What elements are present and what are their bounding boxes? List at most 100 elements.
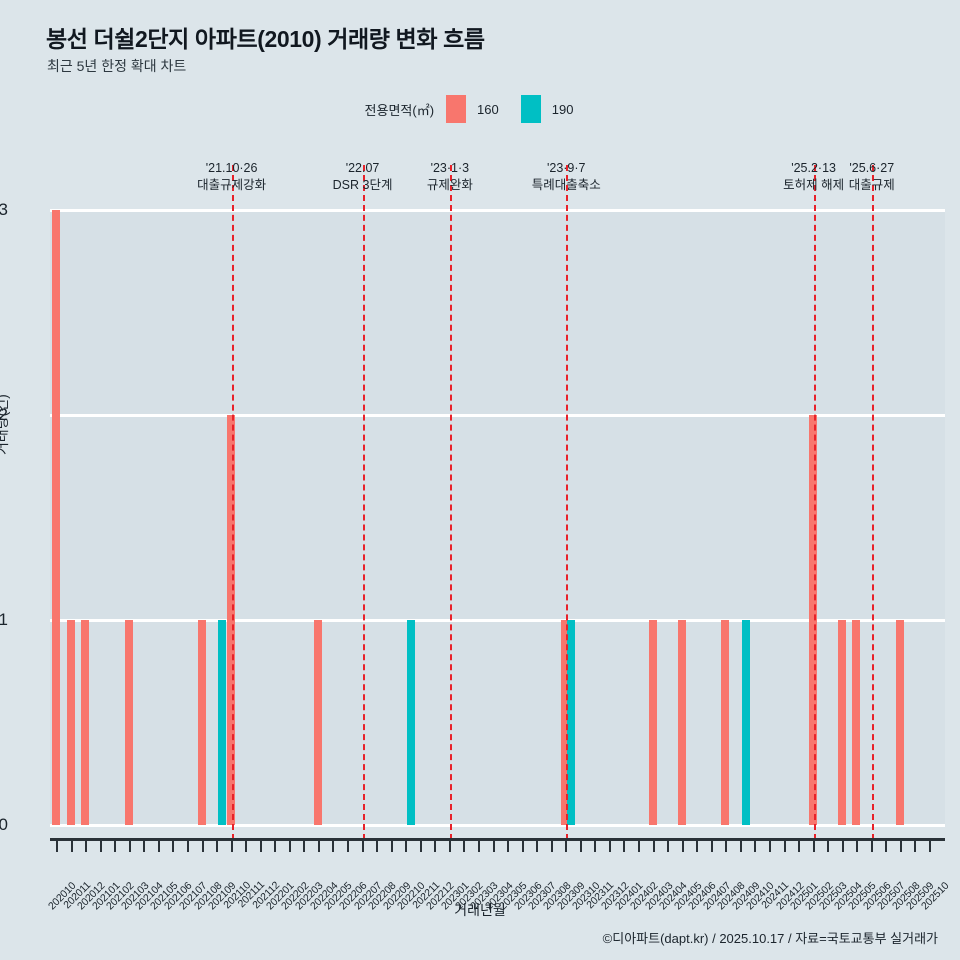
x-tick-202103 bbox=[128, 838, 131, 852]
x-tick-202207 bbox=[361, 838, 364, 852]
x-tick-202412 bbox=[783, 838, 786, 852]
x-tick-202403 bbox=[652, 838, 655, 852]
bar-160-202504[interactable] bbox=[837, 620, 846, 825]
x-tick-202010 bbox=[56, 838, 58, 852]
x-tick-202203 bbox=[303, 838, 306, 852]
x-tick-202501 bbox=[798, 838, 801, 852]
x-tick-202411 bbox=[768, 838, 771, 852]
gridline-y-3 bbox=[50, 208, 945, 212]
bar-160-202502[interactable] bbox=[808, 415, 817, 825]
x-tick-202407 bbox=[710, 838, 713, 852]
bar-160-202110[interactable] bbox=[226, 415, 235, 825]
annotation-event-3: 특례대출축소 bbox=[531, 178, 601, 192]
legend-item-190[interactable]: 190 bbox=[520, 95, 574, 123]
legend-title: 전용면적(㎡) bbox=[364, 102, 435, 118]
x-tick-202106 bbox=[172, 838, 175, 852]
x-tick-202208 bbox=[376, 838, 379, 852]
bar-190-202409[interactable] bbox=[742, 620, 751, 825]
x-tick-202211 bbox=[419, 838, 422, 852]
x-tick-202309 bbox=[565, 838, 568, 852]
x-tick-202206 bbox=[347, 838, 349, 852]
x-tick-202504 bbox=[841, 838, 844, 852]
bar-160-202010[interactable] bbox=[52, 210, 60, 825]
x-tick-202404 bbox=[667, 838, 670, 852]
x-tick-202308 bbox=[550, 838, 553, 852]
x-tick-202111 bbox=[245, 838, 248, 852]
x-tick-202310 bbox=[579, 838, 582, 852]
bar-160-202405[interactable] bbox=[677, 620, 686, 825]
annotation-date-4: '25.2·13 bbox=[791, 161, 836, 175]
x-axis-line bbox=[50, 838, 945, 841]
bar-160-202508[interactable] bbox=[895, 620, 904, 825]
x-tick-202101 bbox=[99, 838, 102, 852]
legend-label-190: 190 bbox=[551, 101, 574, 117]
annotation-line-5 bbox=[871, 165, 874, 840]
annotation-event-5: 대출규제 bbox=[848, 178, 895, 192]
annotation-line-1 bbox=[362, 165, 365, 840]
x-tick-202209 bbox=[390, 838, 393, 852]
x-tick-202505 bbox=[856, 838, 859, 852]
bar-160-202204[interactable] bbox=[313, 620, 322, 825]
x-tick-202405 bbox=[681, 838, 684, 852]
x-tick-202410 bbox=[754, 838, 757, 852]
annotation-label-1: '22.07 DSR 3단계 bbox=[333, 160, 393, 194]
x-tick-202303 bbox=[477, 838, 480, 852]
bar-160-202108[interactable] bbox=[197, 620, 206, 825]
gridline-y-1 bbox=[50, 618, 945, 622]
page-subtitle: 최근 5년 한정 확대 차트 bbox=[47, 58, 187, 74]
annotation-label-4: '25.2·13 토허제 해제 bbox=[783, 160, 844, 194]
legend-swatch-160 bbox=[446, 95, 467, 123]
bar-190-202210[interactable] bbox=[407, 620, 416, 825]
x-tick-202212 bbox=[434, 838, 437, 852]
x-tick-202401 bbox=[623, 838, 626, 852]
x-tick-202210 bbox=[405, 838, 408, 852]
y-tick-label-2: 2 bbox=[0, 405, 8, 424]
x-tick-202109 bbox=[216, 838, 219, 852]
x-tick-202112 bbox=[259, 838, 262, 852]
x-tick-202503 bbox=[827, 838, 830, 852]
x-tick-202508 bbox=[899, 838, 902, 852]
bar-160-202103[interactable] bbox=[124, 620, 133, 825]
bar-160-202012[interactable] bbox=[81, 620, 90, 825]
bar-190-202109[interactable] bbox=[218, 620, 227, 825]
annotation-label-0: '21.10·26 대출규제강화 bbox=[197, 160, 266, 194]
annotation-line-3 bbox=[566, 165, 569, 840]
x-tick-202204 bbox=[317, 838, 320, 852]
annotation-label-2: '23·1·3 규제완화 bbox=[427, 160, 473, 194]
x-tick-202402 bbox=[638, 838, 640, 852]
x-tick-202102 bbox=[114, 838, 117, 852]
y-tick-label-1: 1 bbox=[0, 610, 8, 629]
x-tick-202301 bbox=[448, 838, 451, 852]
bar-160-202309[interactable] bbox=[561, 620, 570, 825]
x-tick-202304 bbox=[492, 838, 495, 852]
legend-item-160[interactable]: 160 bbox=[446, 95, 499, 123]
x-tick-202312 bbox=[608, 838, 611, 852]
annotation-date-3: '23·9·7 bbox=[546, 161, 586, 175]
gridline-y-0 bbox=[50, 823, 945, 827]
x-axis-title: 거래년월 bbox=[454, 902, 506, 918]
x-tick-202507 bbox=[885, 838, 888, 852]
x-tick-202510 bbox=[929, 838, 931, 852]
x-tick-202202 bbox=[288, 838, 291, 852]
annotation-date-0: '21.10·26 bbox=[205, 161, 258, 175]
bar-160-202505[interactable] bbox=[852, 620, 861, 825]
bar-160-202011[interactable] bbox=[66, 620, 75, 825]
annotation-label-5: '25.6·27 대출규제 bbox=[849, 160, 895, 194]
x-tick-202012 bbox=[85, 838, 88, 852]
bar-190-202309[interactable] bbox=[567, 620, 576, 825]
bar-160-202408[interactable] bbox=[721, 620, 730, 825]
annotation-line-4 bbox=[813, 165, 816, 840]
gridline-y-2 bbox=[50, 413, 945, 417]
legend-label-160: 160 bbox=[477, 101, 499, 117]
annotation-label-3: '23·9·7 특례대출축소 bbox=[532, 160, 601, 194]
x-tick-202110 bbox=[230, 838, 233, 852]
x-tick-202409 bbox=[739, 838, 742, 852]
legend-swatch-190 bbox=[520, 95, 541, 123]
x-tick-202105 bbox=[157, 838, 160, 852]
x-tick-202302 bbox=[463, 838, 466, 852]
plot-area bbox=[50, 165, 945, 840]
bar-160-202403[interactable] bbox=[648, 620, 657, 825]
x-tick-202406 bbox=[696, 838, 699, 852]
x-tick-202306 bbox=[521, 838, 524, 852]
x-tick-202408 bbox=[725, 838, 728, 852]
